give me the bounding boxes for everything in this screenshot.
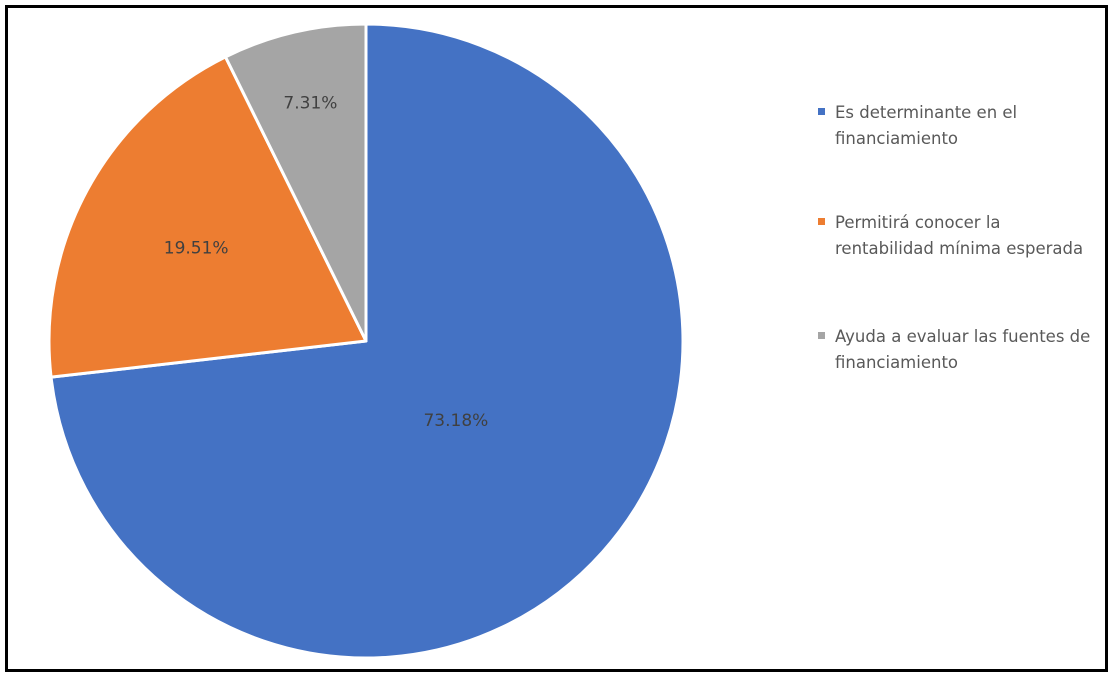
data-label-rentabilidad: 19.51%	[164, 239, 229, 259]
legend-swatch-gray	[818, 332, 825, 339]
legend-item-rentabilidad: Permitirá conocer la rentabilidad mínima…	[818, 210, 1103, 262]
legend-label: Ayuda a evaluar las fuentes de financiam…	[835, 327, 1091, 372]
legend-item-determinante: Es determinante en el financiamiento	[818, 100, 1103, 152]
legend-swatch-blue	[818, 108, 825, 115]
legend-item-evaluar: Ayuda a evaluar las fuentes de financiam…	[818, 324, 1103, 376]
legend-label: Permitirá conocer la rentabilidad mínima…	[835, 213, 1084, 258]
data-label-determinante: 73.18%	[423, 411, 488, 431]
pie-slice-rentabilidad	[47, 55, 368, 379]
pie-slice-evaluar	[223, 22, 368, 343]
legend-swatch-orange	[818, 218, 825, 225]
pie-data-labels: 73.18% 19.51% 7.31%	[164, 93, 489, 431]
legend-label: Es determinante en el financiamiento	[835, 103, 1018, 148]
pie-slices	[47, 22, 685, 660]
legend: Es determinante en el financiamiento Per…	[818, 100, 1103, 421]
data-label-evaluar: 7.31%	[283, 93, 337, 113]
